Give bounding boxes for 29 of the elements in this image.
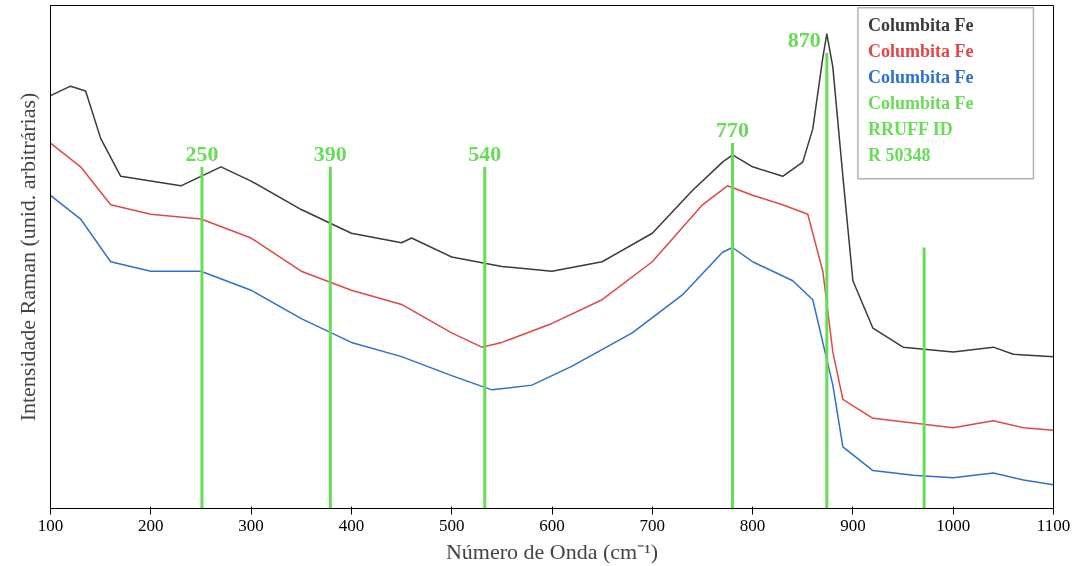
x-tick-label: 1000 <box>936 515 971 535</box>
x-tick-label: 400 <box>338 515 365 535</box>
annotation: 250 <box>185 140 219 166</box>
x-tick-label: 500 <box>438 515 465 535</box>
text: Columbita Fe <box>867 93 974 114</box>
text: Columbita Fe <box>867 14 974 35</box>
x-tick-label: 300 <box>238 515 264 535</box>
bar <box>922 247 926 509</box>
x-tick-label: 600 <box>539 515 565 535</box>
x-tick-label: 1100 <box>1036 515 1071 535</box>
x-axis-title: Número de Onda (cm⁻¹) <box>445 538 659 564</box>
x-tick-label: 800 <box>739 515 766 535</box>
text: Columbita Fe <box>867 41 974 62</box>
annotation: 540 <box>468 140 502 166</box>
bar <box>328 166 332 509</box>
x-tick-label: 900 <box>840 515 866 535</box>
annotation: 770 <box>716 117 750 143</box>
x-tick-label: 100 <box>37 515 64 535</box>
bar <box>731 143 735 509</box>
annotation: 870 <box>787 26 821 52</box>
bar <box>825 52 829 509</box>
x-tick-label: 700 <box>639 515 666 535</box>
bar <box>200 166 204 509</box>
text: Columbita Fe <box>867 67 974 88</box>
x-tick-label: 200 <box>138 515 164 535</box>
bar <box>483 166 487 509</box>
annotation: 390 <box>313 140 347 166</box>
y-axis-title: Intensidade Raman (unid. arbitrárias) <box>14 92 40 422</box>
annotation: RRUFF ID R 50348 <box>867 119 953 166</box>
